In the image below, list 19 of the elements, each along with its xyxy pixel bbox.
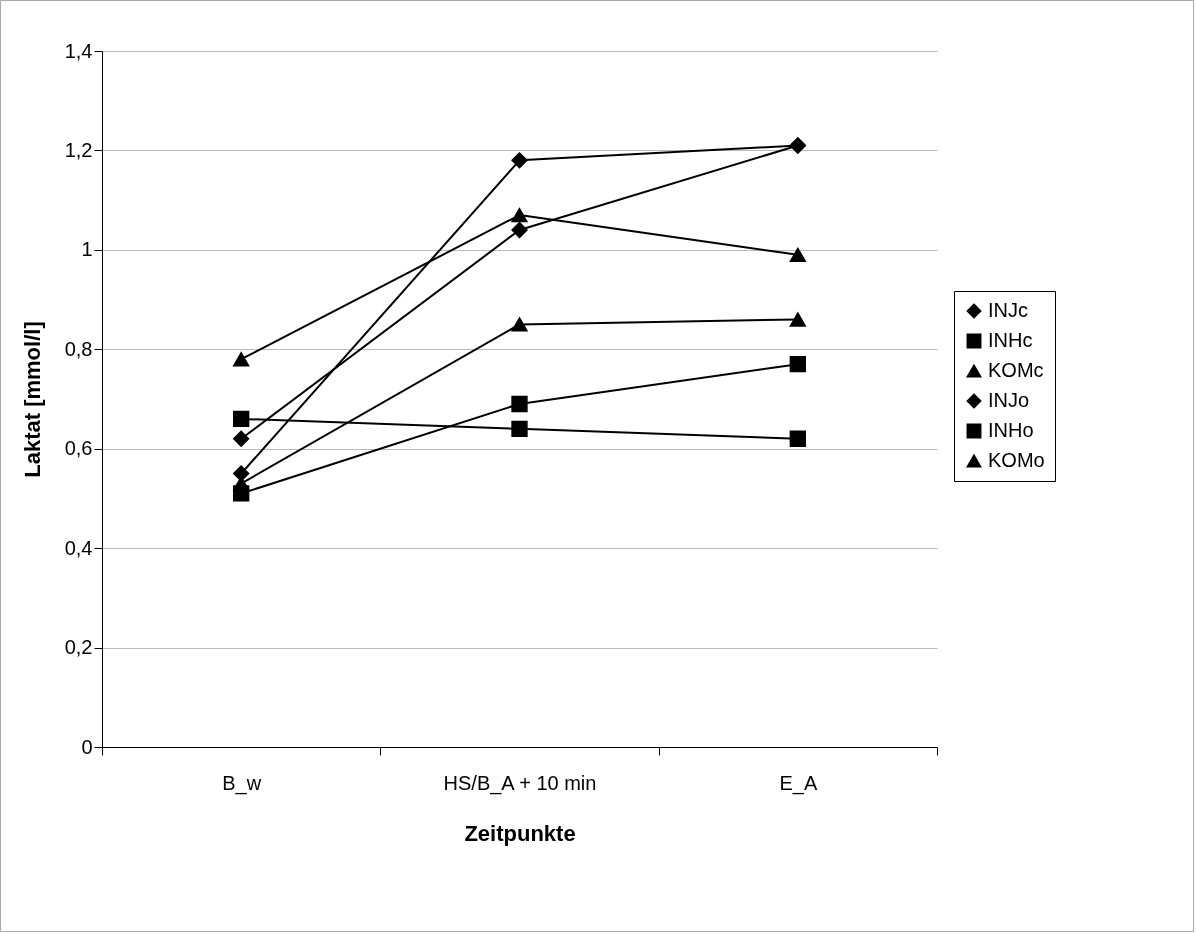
legend-label: INHc [988, 329, 1033, 351]
y-tick-label: 0,8 [64, 337, 93, 360]
legend-label: INJo [988, 389, 1030, 411]
legend-label: INHo [988, 419, 1034, 441]
x-tick-label: B_w [222, 771, 262, 795]
x-tick-label: E_A [779, 771, 818, 795]
y-tick-label: 1,2 [64, 138, 93, 161]
y-tick-label: 1,4 [64, 39, 93, 62]
legend-label: INJc [988, 299, 1028, 321]
y-tick-label: 0 [81, 735, 93, 758]
y-tick-label: 1 [81, 238, 93, 261]
legend-label: KOMc [988, 359, 1044, 381]
legend-label: KOMo [988, 449, 1045, 471]
y-tick-label: 0,6 [64, 437, 93, 460]
y-axis-title: Laktat [mmol/l] [19, 321, 45, 478]
y-tick-label: 0,4 [64, 536, 93, 559]
y-tick-label: 0,2 [64, 636, 93, 659]
x-tick-label: HS/B_A + 10 min [443, 771, 597, 795]
x-axis-title: Zeitpunkte [464, 820, 576, 846]
